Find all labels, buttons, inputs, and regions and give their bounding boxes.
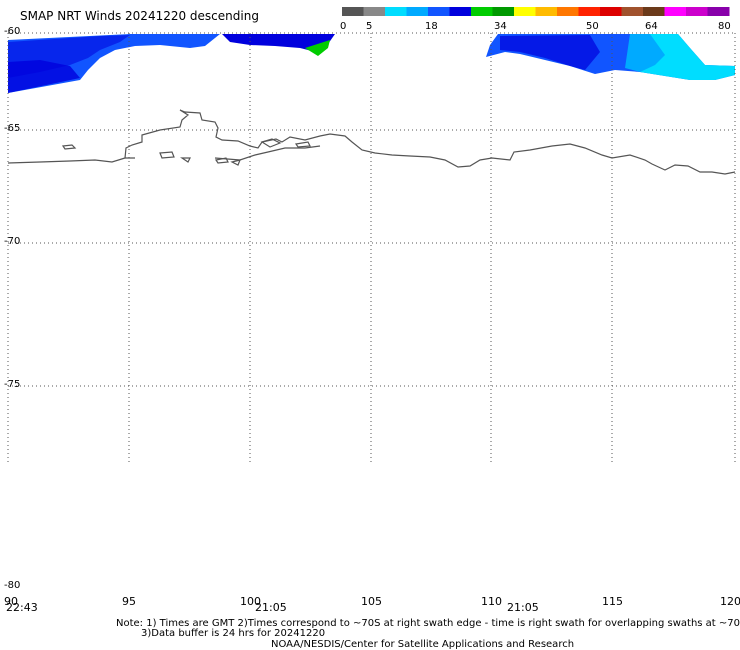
colorbar-label-50: 50	[586, 21, 599, 32]
note-line-3: NOAA/NESDIS/Center for Satellite Applica…	[271, 639, 575, 650]
antarctic-coastline	[7, 109, 736, 175]
lon-label-110: 110	[481, 595, 502, 608]
wind-swath-center	[222, 34, 335, 56]
colorbar-segment	[621, 7, 644, 16]
colorbar-segment	[514, 7, 536, 16]
lat-label-65: -65	[4, 123, 21, 134]
lat-label-70: -70	[4, 236, 21, 247]
colorbar-segment	[363, 7, 386, 16]
wind-swath-right	[486, 34, 735, 80]
colorbar-label-0: 0	[340, 21, 347, 32]
colorbar-segment	[449, 7, 472, 16]
lon-label-115: 115	[602, 595, 623, 608]
colorbar-label-64: 64	[645, 21, 658, 32]
colorbar-segment	[664, 7, 687, 16]
colorbar-segment	[406, 7, 429, 16]
colorbar-segment	[707, 7, 730, 16]
lon-label-120: 120	[720, 595, 740, 608]
colorbar-label-80: 80	[718, 21, 731, 32]
colorbar-segment	[578, 7, 601, 16]
note-line-1: Note: 1) Times are GMT 2)Times correspon…	[116, 618, 740, 629]
colorbar-segment	[535, 7, 558, 16]
swath-time-center: 21:05	[255, 601, 287, 614]
wind-swath-left	[8, 34, 220, 93]
colorbar-label-5: 5	[366, 21, 373, 32]
colorbar-segment	[428, 7, 450, 16]
swath-time-right: 21:05	[507, 601, 539, 614]
colorbar-segment	[342, 7, 364, 16]
map-title: SMAP NRT Winds 20241220 descending	[20, 9, 259, 23]
colorbar-label-18: 18	[425, 21, 438, 32]
colorbar-segment	[385, 7, 407, 16]
colorbar-segment	[686, 7, 708, 16]
swath-time-left: 22:43	[6, 601, 38, 614]
colorbar-segment	[471, 7, 493, 16]
lat-label-60: -60	[4, 26, 21, 37]
graticule	[7, 32, 736, 465]
lat-label-80: -80	[4, 580, 21, 591]
colorbar-segment	[492, 7, 515, 16]
lon-label-100: 100	[240, 595, 261, 608]
lat-label-75: -75	[4, 379, 21, 390]
lon-label-90: 90	[4, 595, 18, 608]
note-line-2: 3)Data buffer is 24 hrs for 20241220	[141, 628, 326, 639]
colorbar-label-34: 34	[494, 21, 507, 32]
colorbar	[342, 7, 730, 16]
lon-label-95: 95	[122, 595, 136, 608]
lon-label-105: 105	[361, 595, 382, 608]
colorbar-segment	[557, 7, 579, 16]
colorbar-segment	[600, 7, 622, 16]
colorbar-segment	[643, 7, 665, 16]
